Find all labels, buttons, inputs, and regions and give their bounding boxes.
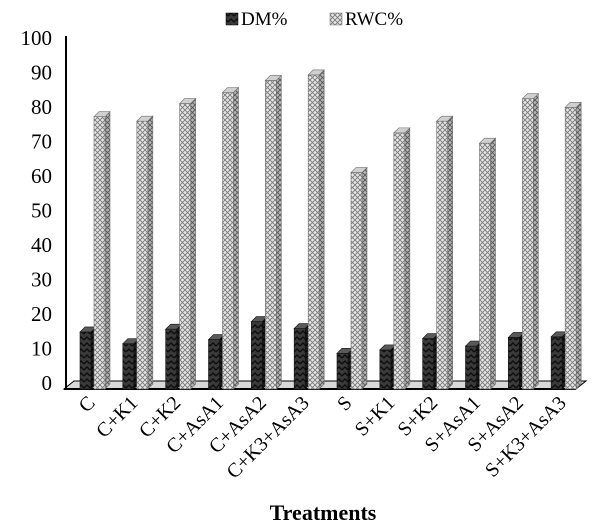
bar-rwc-front [436, 120, 448, 390]
legend-label-dm: DM% [241, 9, 288, 30]
bar-dm [421, 332, 440, 390]
legend-swatch-dm [225, 12, 239, 26]
bar-rwc [307, 69, 325, 390]
legend-swatch-rwc [329, 12, 343, 26]
x-category-label: C+K1 [92, 392, 142, 442]
bar-rwc-front [479, 142, 491, 390]
bar-rwc-side [190, 97, 196, 390]
bar-rwc-side [575, 101, 582, 390]
bar-dm-front [79, 331, 92, 390]
bar-rwc [178, 97, 197, 390]
bar-dm-front [336, 353, 349, 390]
bar-rwc-top [435, 115, 454, 122]
y-axis-ticks: 0 10 20 30 40 50 60 70 80 90 100 [21, 26, 53, 395]
bar-rwc-front [350, 172, 363, 390]
bar-rwc-side [318, 69, 325, 390]
bar-rwc-front [307, 74, 320, 390]
bar-rwc [521, 92, 540, 390]
bar-rwc-top [350, 167, 368, 173]
bar-rwc-top [93, 111, 111, 117]
y-tick-label: 0 [42, 371, 53, 395]
bar-dm [464, 340, 483, 390]
bar-rwc-top [178, 98, 197, 104]
bar-dm [550, 331, 568, 390]
bar-rwc-front [222, 92, 234, 390]
bar-rwc-side [533, 92, 539, 390]
bar-rwc-front [136, 120, 149, 390]
bar-dm-front [122, 343, 135, 390]
bars [79, 69, 582, 390]
x-category-label: S+K1 [351, 392, 400, 441]
bar-rwc-top [564, 102, 582, 108]
bar-rwc-front [522, 98, 534, 390]
bar-dm-front [550, 336, 563, 390]
x-category-label: S [333, 392, 356, 415]
bar-rwc-top [136, 115, 154, 122]
bar-rwc-top [264, 75, 283, 81]
bar-dm [79, 326, 97, 390]
bar-dm [122, 337, 140, 390]
bar-rwc [136, 115, 154, 390]
legend: DM% RWC% [225, 9, 403, 30]
bar-dm [379, 344, 397, 390]
bar-rwc-top [393, 127, 411, 134]
legend-label-rwc: RWC% [345, 9, 403, 30]
bar-rwc [93, 110, 111, 390]
x-axis-title: Treatments [270, 500, 377, 525]
y-tick-label: 80 [31, 95, 52, 119]
bar-rwc [264, 74, 283, 390]
bar-rwc-front [564, 107, 577, 390]
bar-dm [336, 347, 354, 390]
bar-rwc-front [93, 116, 106, 390]
bar-dm-front [508, 337, 520, 390]
y-tick-label: 90 [31, 61, 52, 85]
y-tick-label: 10 [31, 337, 52, 361]
bar-rwc-top [521, 93, 540, 100]
y-tick-label: 20 [31, 302, 52, 326]
y-tick-label: 50 [31, 199, 52, 223]
bar-rwc-front [179, 103, 191, 390]
y-tick-label: 40 [31, 233, 52, 257]
bar-dm [293, 322, 311, 390]
bar-dm-front [165, 328, 177, 390]
bar-rwc-front [265, 80, 277, 390]
y-tick-label: 30 [31, 268, 52, 292]
bar-rwc-side [233, 86, 239, 390]
bar-rwc-top [221, 87, 240, 93]
bar-rwc-side [490, 137, 496, 390]
bar-rwc-top [307, 69, 325, 76]
bar-rwc [564, 101, 582, 390]
bar-rwc [350, 166, 368, 390]
x-category-label: C [75, 392, 100, 417]
bar-dm [207, 333, 226, 390]
bar-dm-front [293, 328, 306, 390]
bar-dm-front [208, 339, 220, 390]
bar-dm-front [251, 321, 263, 390]
bar-rwc [221, 86, 240, 390]
bar-rwc-side [361, 166, 368, 390]
bar-dm [507, 331, 526, 390]
bar-dm-front [422, 338, 434, 390]
y-tick-label: 60 [31, 164, 52, 188]
y-tick-label: 100 [21, 26, 53, 50]
bar-dm [164, 323, 183, 390]
bar-dm [250, 315, 269, 390]
bar-dm-front [465, 345, 477, 390]
bar-rwc [435, 115, 454, 390]
bar-rwc [478, 137, 497, 390]
bar-rwc [393, 127, 411, 390]
bar-rwc-side [404, 127, 411, 390]
bar-rwc-side [104, 110, 111, 390]
bar-rwc-side [276, 74, 282, 390]
bar-rwc-front [393, 132, 406, 390]
bar-rwc-side [447, 115, 453, 390]
bar-dm-front [379, 349, 392, 390]
bar-rwc-side [147, 115, 154, 390]
bar-rwc-top [478, 137, 497, 144]
y-tick-label: 70 [31, 130, 52, 154]
